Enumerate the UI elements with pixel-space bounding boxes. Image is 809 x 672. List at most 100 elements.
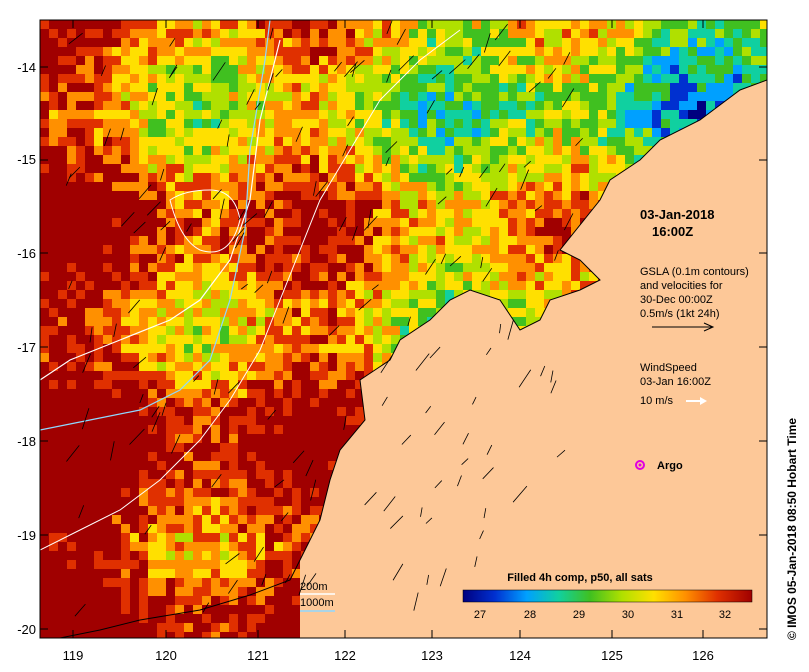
- sst-cell: [247, 506, 256, 515]
- sst-cell: [157, 227, 166, 236]
- sst-cell: [265, 308, 274, 317]
- sst-cell: [130, 344, 139, 353]
- sst-cell: [175, 317, 184, 326]
- sst-cell: [373, 317, 382, 326]
- sst-cell: [256, 497, 265, 506]
- sst-cell: [112, 101, 121, 110]
- sst-cell: [220, 83, 229, 92]
- sst-cell: [418, 29, 427, 38]
- sst-cell: [40, 137, 49, 146]
- sst-cell: [373, 128, 382, 137]
- sst-cell: [103, 74, 112, 83]
- sst-cell: [409, 101, 418, 110]
- sst-cell: [112, 218, 121, 227]
- sst-cell: [229, 272, 238, 281]
- sst-cell: [616, 119, 625, 128]
- sst-cell: [238, 65, 247, 74]
- sst-cell: [580, 164, 589, 173]
- sst-cell: [616, 65, 625, 74]
- sst-cell: [202, 146, 211, 155]
- sst-cell: [112, 299, 121, 308]
- sst-cell: [166, 461, 175, 470]
- sst-cell: [580, 191, 589, 200]
- sst-cell: [463, 227, 472, 236]
- sst-cell: [355, 209, 364, 218]
- sst-cell: [373, 92, 382, 101]
- sst-cell: [139, 353, 148, 362]
- sst-cell: [382, 164, 391, 173]
- sst-cell: [148, 164, 157, 173]
- sst-cell: [373, 20, 382, 29]
- sst-cell: [553, 272, 562, 281]
- sst-cell: [427, 29, 436, 38]
- sst-cell: [139, 38, 148, 47]
- sst-cell: [121, 362, 130, 371]
- sst-cell: [373, 263, 382, 272]
- sst-cell: [670, 47, 679, 56]
- sst-cell: [553, 290, 562, 299]
- sst-cell: [67, 92, 76, 101]
- sst-cell: [634, 38, 643, 47]
- sst-cell: [76, 317, 85, 326]
- sst-cell: [76, 560, 85, 569]
- sst-cell: [265, 425, 274, 434]
- sst-cell: [283, 164, 292, 173]
- sst-cell: [706, 92, 715, 101]
- sst-cell: [157, 110, 166, 119]
- sst-cell: [184, 200, 193, 209]
- sst-cell: [247, 479, 256, 488]
- sst-cell: [283, 29, 292, 38]
- sst-cell: [535, 20, 544, 29]
- sst-cell: [454, 227, 463, 236]
- sst-cell: [202, 497, 211, 506]
- sst-cell: [499, 290, 508, 299]
- sst-cell: [472, 182, 481, 191]
- sst-cell: [112, 335, 121, 344]
- sst-cell: [130, 290, 139, 299]
- sst-cell: [526, 236, 535, 245]
- sst-cell: [94, 65, 103, 74]
- sst-cell: [58, 317, 67, 326]
- sst-cell: [166, 362, 175, 371]
- sst-cell: [715, 83, 724, 92]
- sst-cell: [166, 434, 175, 443]
- sst-cell: [481, 281, 490, 290]
- sst-cell: [490, 20, 499, 29]
- sst-cell: [148, 362, 157, 371]
- sst-cell: [220, 92, 229, 101]
- sst-cell: [274, 200, 283, 209]
- sst-cell: [256, 299, 265, 308]
- sst-cell: [139, 236, 148, 245]
- sst-cell: [382, 146, 391, 155]
- sst-cell: [40, 398, 49, 407]
- sst-cell: [589, 83, 598, 92]
- sst-cell: [94, 299, 103, 308]
- sst-cell: [292, 155, 301, 164]
- sst-cell: [418, 200, 427, 209]
- sst-cell: [49, 137, 58, 146]
- sst-cell: [166, 569, 175, 578]
- sst-cell: [148, 416, 157, 425]
- sst-cell: [454, 191, 463, 200]
- sst-cell: [328, 434, 337, 443]
- sst-cell: [130, 317, 139, 326]
- sst-cell: [760, 47, 767, 56]
- sst-cell: [391, 209, 400, 218]
- sst-cell: [283, 551, 292, 560]
- sst-cell: [355, 74, 364, 83]
- sst-cell: [40, 173, 49, 182]
- sst-cell: [202, 470, 211, 479]
- sst-cell: [337, 128, 346, 137]
- sst-cell: [67, 542, 76, 551]
- sst-cell: [571, 272, 580, 281]
- sst-cell: [85, 506, 94, 515]
- sst-cell: [157, 128, 166, 137]
- sst-cell: [76, 263, 85, 272]
- sst-cell: [310, 488, 319, 497]
- sst-cell: [220, 524, 229, 533]
- sst-cell: [463, 146, 472, 155]
- sst-cell: [301, 218, 310, 227]
- sst-cell: [103, 182, 112, 191]
- sst-cell: [445, 245, 454, 254]
- sst-cell: [517, 281, 526, 290]
